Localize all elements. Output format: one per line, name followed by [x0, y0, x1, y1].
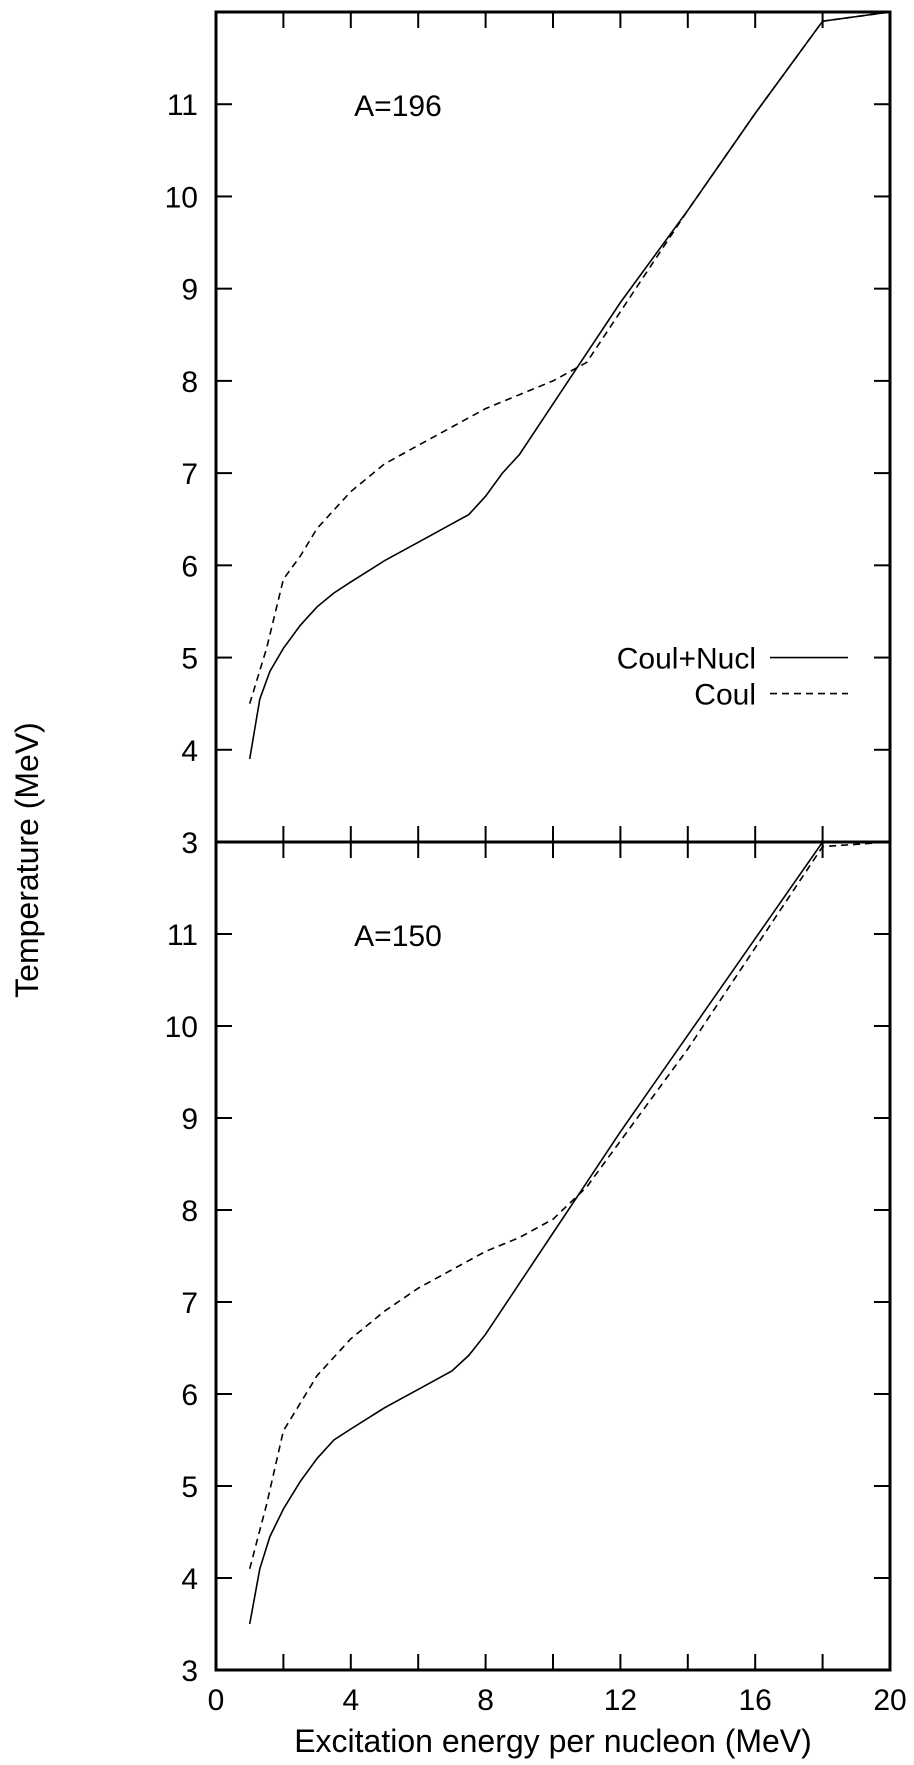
plot-frame — [214, 840, 892, 1672]
series-line-coul — [248, 842, 890, 1570]
y-tick-label: 4 — [181, 1563, 198, 1596]
y-tick-label: 10 — [165, 1011, 198, 1044]
x-tick-label: 0 — [208, 1684, 225, 1717]
panel-2: 0 4 8 12 16 20 3 4 5 6 7 8 9 10 11 A=150 Excitation ener… — [165, 840, 907, 1759]
y-tick-label: 10 — [165, 181, 198, 214]
series-line-coul — [248, 12, 890, 704]
y-tick-label: 7 — [181, 458, 198, 491]
x-tick-label: 20 — [873, 1684, 906, 1717]
y-tick-label: 5 — [181, 1471, 198, 1504]
series-line-coul-nucl — [248, 842, 890, 1625]
panel-label: A=150 — [354, 920, 442, 953]
y-tick-label: 3 — [181, 1655, 198, 1688]
plot-frame — [214, 10, 892, 844]
x-tick-label: 4 — [342, 1684, 359, 1717]
y-tick-label: 6 — [181, 550, 198, 583]
y-tick-label: 8 — [181, 1195, 198, 1228]
panel-label: A=196 — [354, 90, 442, 123]
series-line-coul-nucl — [248, 12, 890, 760]
x-axis-title: Excitation energy per nucleon (MeV) — [294, 1723, 812, 1759]
y-tick-label: 9 — [181, 274, 198, 307]
y-tick-label: 11 — [167, 919, 198, 952]
y-axis-title: Temperature (MeV) — [9, 722, 45, 998]
y-tick-label: 6 — [181, 1379, 198, 1412]
y-tick-label: 9 — [181, 1103, 198, 1136]
y-tick-label: 4 — [181, 735, 198, 768]
x-tick-label: 16 — [739, 1684, 772, 1717]
y-tick-label: 11 — [167, 89, 198, 122]
legend-label: Coul+Nucl — [617, 643, 756, 676]
y-tick-label: 5 — [181, 643, 198, 676]
x-tick-label: 12 — [604, 1684, 637, 1717]
y-tick-label: 7 — [181, 1287, 198, 1320]
legend-label: Coul — [694, 679, 756, 712]
y-tick-label: 8 — [181, 366, 198, 399]
y-tick-label: 3 — [181, 827, 198, 860]
x-tick-label: 8 — [477, 1684, 494, 1717]
